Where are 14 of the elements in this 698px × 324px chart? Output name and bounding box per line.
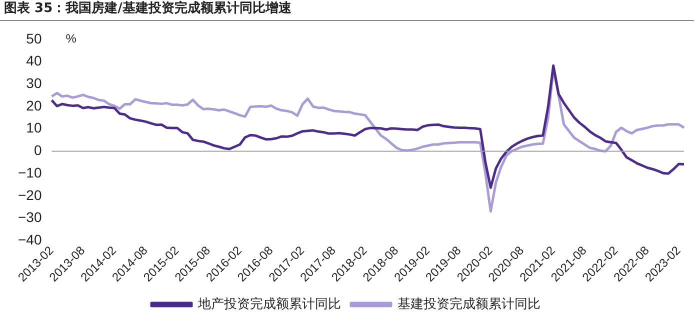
y-tick-label: −10 [18, 164, 42, 180]
y-tick-label: −40 [18, 232, 42, 248]
legend-label: 地产投资完成额累计同比 [197, 296, 341, 312]
y-tick-label: 20 [26, 97, 42, 114]
y-axis-title: % [66, 32, 77, 46]
y-tick-label: 50 [26, 30, 42, 46]
y-tick-label: 40 [26, 52, 42, 69]
y-tick-label: −30 [18, 209, 42, 226]
y-tick-label: −20 [18, 186, 42, 203]
y-tick-label: 0 [34, 142, 42, 158]
y-tick-label: 30 [26, 74, 42, 91]
y-tick-label: 10 [26, 120, 42, 136]
chart-title: 图表 35：我国房建/基建投资完成额累计同比增速 [0, 0, 694, 21]
legend-label: 基建投资完成额累计同比 [398, 296, 540, 312]
